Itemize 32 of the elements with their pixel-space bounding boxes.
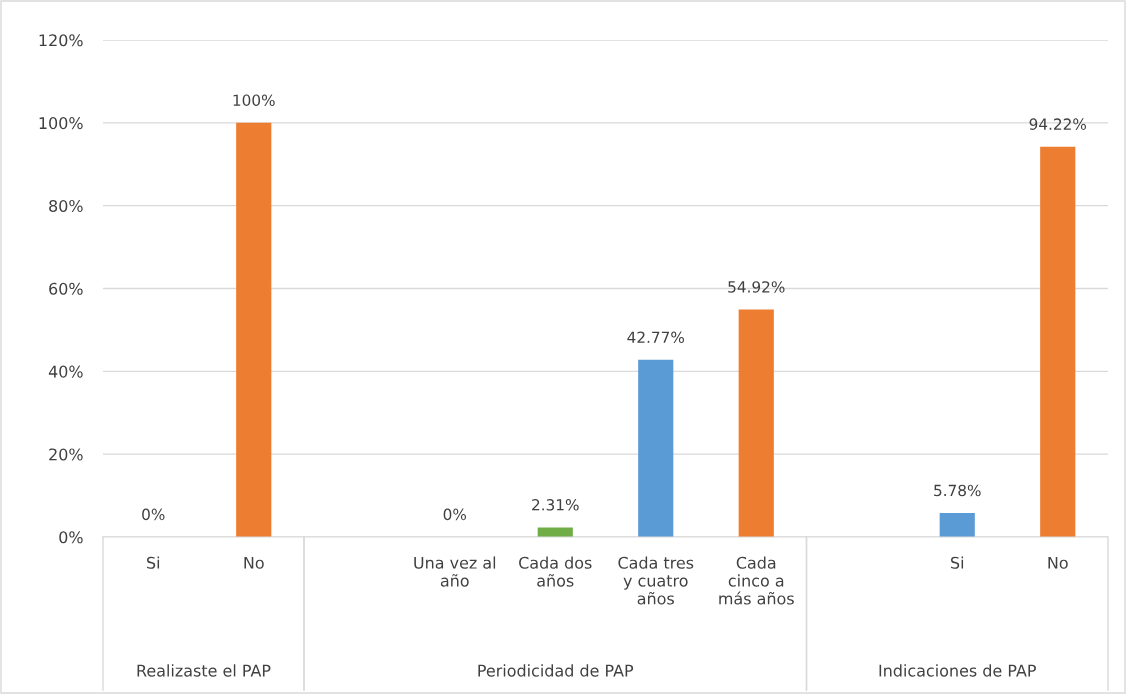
bar: [537, 527, 573, 537]
y-tick-label: 100%: [39, 117, 83, 130]
x-tick-label: No: [1048, 556, 1068, 569]
x-tick-label: Cada cinco a más años: [719, 556, 794, 605]
data-label: 94.22%: [1029, 118, 1087, 130]
text: Indicaciones de PAP: [879, 664, 1036, 677]
bar: [738, 309, 774, 537]
data-label: 0%: [443, 508, 467, 521]
x-tick-label: Cada tres y cuatro años: [618, 556, 694, 605]
y-tick-label: 120%: [39, 34, 83, 47]
y-tick-label: 20%: [49, 448, 83, 461]
text: Realizaste el PAP: [137, 664, 271, 677]
data-label: 42.77%: [627, 331, 685, 344]
x-tick-label: Si: [147, 556, 160, 569]
y-tick-label: 60%: [49, 282, 83, 295]
data-label: 5.78%: [934, 484, 981, 497]
x-tick-label: Cada dos años: [519, 556, 592, 587]
data-label: 100%: [233, 94, 275, 106]
x-tick-label: Una vez al año: [414, 556, 496, 587]
y-tick-label: 80%: [49, 199, 83, 212]
y-tick-label: 0%: [59, 531, 83, 544]
x-tick-label: Si: [951, 556, 964, 569]
data-label: 2.31%: [532, 499, 579, 511]
text: Periodicidad de PAP: [478, 664, 634, 677]
bar: [939, 513, 975, 537]
bar: [1040, 146, 1076, 537]
data-label: 0%: [142, 508, 165, 521]
bar: [236, 122, 272, 537]
x-tick-label: No: [244, 556, 264, 569]
y-tick-label: 40%: [48, 365, 83, 378]
bar: [638, 359, 674, 537]
data-label: 54.92%: [728, 281, 785, 293]
